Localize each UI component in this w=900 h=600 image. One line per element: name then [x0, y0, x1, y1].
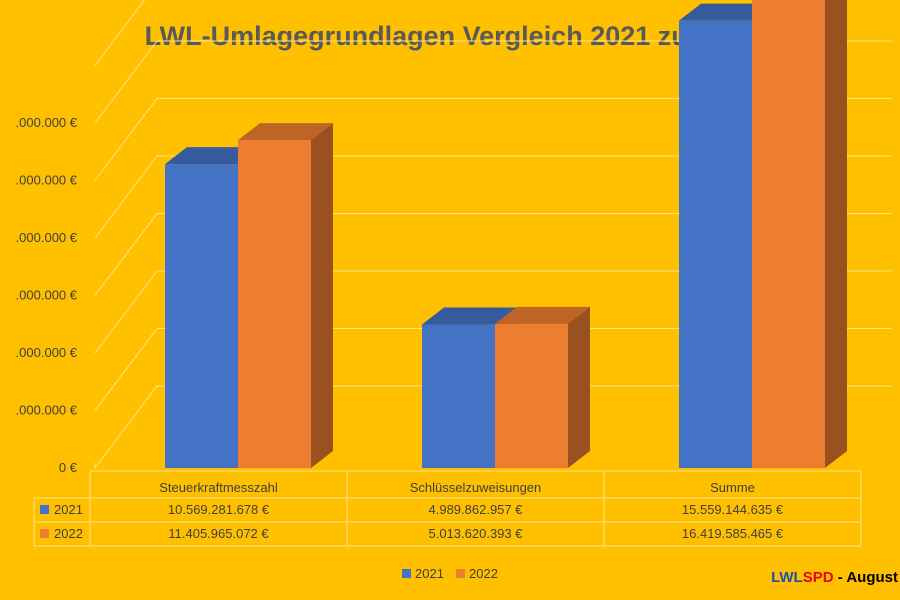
bar-front — [238, 140, 311, 469]
credit-part-spd: SPD — [803, 569, 834, 586]
bar — [495, 306, 590, 468]
credit-part-lwl: LWL — [771, 569, 803, 586]
bar-front — [165, 164, 238, 468]
bars — [165, 0, 847, 469]
gridline — [94, 328, 892, 411]
table-row-label: 2022 — [54, 526, 83, 541]
table-legend-key — [40, 505, 49, 514]
bar-top — [422, 307, 517, 325]
gridline — [94, 213, 892, 296]
table-cell: 16.419.585.465 € — [682, 526, 784, 541]
bar-front — [422, 324, 495, 468]
y-tick-label: .000.000 € — [16, 230, 78, 245]
gridline — [94, 270, 892, 354]
bar-top — [165, 147, 260, 165]
data-table: Steuerkraftmesszahl Schlüsselzuweisungen S… — [33, 470, 862, 547]
gridline — [94, 385, 892, 469]
bar-side — [568, 306, 590, 468]
gridline — [94, 155, 892, 239]
y-tick-label: .000.000 € — [16, 403, 78, 418]
bar — [238, 123, 333, 469]
bar-top — [495, 306, 590, 324]
table-row-label: 2021 — [54, 502, 83, 517]
table-header-cell: Summe — [710, 480, 755, 495]
y-tick-label: .000.000 € — [16, 345, 78, 360]
bar — [752, 0, 847, 468]
bar-front — [752, 0, 825, 468]
credit-part-date: - August — [834, 569, 898, 586]
credit-text: LWLSPD - August — [771, 569, 898, 586]
legend-swatch — [402, 569, 411, 578]
legend: 2021 2022 — [402, 566, 498, 581]
bar-top — [238, 123, 333, 141]
table-cell: 4.989.862.957 € — [429, 502, 524, 517]
table-cell: 15.559.144.635 € — [682, 502, 784, 517]
bar-top — [679, 3, 774, 21]
y-tick-label: .000.000 € — [16, 115, 78, 130]
bar-side — [825, 0, 847, 468]
table-cell: 10.569.281.678 € — [168, 502, 270, 517]
table-header-cell: Steuerkraftmesszahl — [159, 480, 278, 495]
bar-front — [679, 20, 752, 468]
y-tick-label: 0 € — [59, 460, 78, 475]
gridlines — [94, 0, 892, 469]
legend-entry: 2022 — [469, 566, 498, 581]
table-cell: 11.405.965.072 € — [168, 526, 269, 541]
y-tick-label: .000.000 € — [16, 288, 78, 303]
legend-entry: 2021 — [415, 566, 444, 581]
gridline — [94, 40, 892, 124]
table-cell: 5.013.620.393 € — [429, 526, 524, 541]
legend-swatch — [456, 569, 465, 578]
y-axis-ticks: 0 € .000.000 € .000.000 € .000.000 € .000.00… — [16, 115, 78, 475]
gridline — [94, 0, 146, 66]
bar-side — [311, 123, 333, 469]
chart-title: LWL-Umlagegrundlagen Vergleich 2021 zu 2… — [145, 21, 756, 51]
bar-front — [495, 323, 568, 468]
table-legend-key — [40, 529, 49, 538]
y-tick-label: .000.000 € — [16, 173, 78, 188]
table-header-cell: Schlüsselzuweisungen — [410, 480, 542, 495]
gridline — [94, 98, 892, 181]
